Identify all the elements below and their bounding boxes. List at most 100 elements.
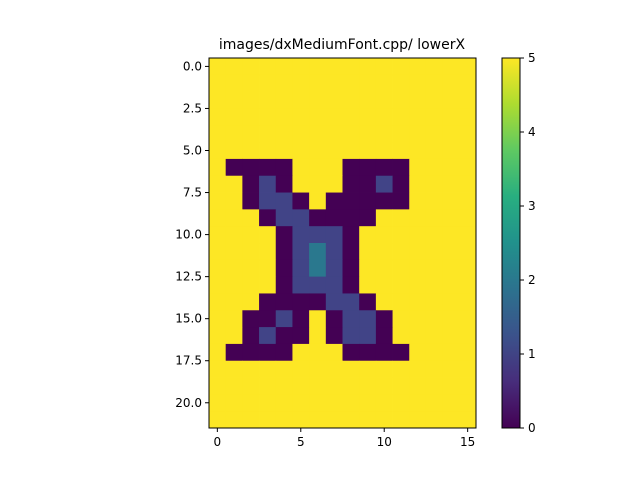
heatmap-cell	[275, 108, 293, 126]
heatmap-cell	[292, 226, 310, 244]
heatmap-cell	[259, 243, 277, 261]
heatmap-cell	[209, 58, 227, 76]
heatmap-cell	[225, 259, 243, 278]
heatmap-cell	[292, 293, 310, 311]
heatmap-cell	[359, 142, 377, 160]
heatmap-cell	[409, 226, 427, 244]
heatmap-cell	[375, 192, 393, 210]
heatmap-cell	[459, 394, 477, 412]
heatmap-cell	[242, 158, 260, 177]
colorbar-tick-label: 2	[528, 273, 536, 287]
heatmap-cell	[325, 125, 343, 143]
heatmap-cell	[292, 310, 310, 328]
colorbar-tick-label: 3	[528, 199, 536, 213]
heatmap-cell	[392, 259, 410, 278]
heatmap-cell	[259, 108, 277, 126]
heatmap-cell	[392, 209, 410, 227]
heatmap-cell	[392, 293, 410, 311]
heatmap-cell	[309, 259, 327, 278]
heatmap-cell	[342, 243, 360, 261]
heatmap-cell	[375, 125, 393, 143]
heatmap-cell	[342, 310, 360, 328]
heatmap-cell	[342, 360, 360, 378]
heatmap-cell	[325, 108, 343, 126]
heatmap-cell	[342, 259, 360, 278]
heatmap-cell	[409, 58, 427, 76]
heatmap-cell	[325, 91, 343, 109]
heatmap-cell	[209, 158, 227, 177]
heatmap-cell	[209, 310, 227, 328]
heatmap-cell	[325, 327, 343, 345]
heatmap-cell	[292, 360, 310, 378]
heatmap-cell	[459, 310, 477, 328]
heatmap-cell	[259, 327, 277, 345]
heatmap-cell	[392, 360, 410, 378]
heatmap-cell	[459, 243, 477, 261]
heatmap-cell	[259, 158, 277, 177]
heatmap-cell	[442, 175, 460, 193]
heatmap-cell	[425, 377, 444, 395]
heatmap-cell	[275, 411, 293, 429]
heatmap-cell	[392, 91, 410, 109]
heatmap-cell	[292, 259, 310, 278]
heatmap-cell	[309, 175, 327, 193]
heatmap-cell	[225, 394, 243, 412]
heatmap-cell	[292, 91, 310, 109]
heatmap-cell	[409, 91, 427, 109]
heatmap-cell	[425, 74, 444, 93]
heatmap-cell	[392, 192, 410, 210]
heatmap-cell	[459, 293, 477, 311]
heatmap-cell	[209, 360, 227, 378]
heatmap-cell	[459, 74, 477, 93]
heatmap-cell	[292, 142, 310, 160]
heatmap-cell	[242, 58, 260, 76]
heatmap-cell	[259, 192, 277, 210]
heatmap-cell	[259, 74, 277, 93]
heatmap-cell	[342, 377, 360, 395]
heatmap-cell	[259, 293, 277, 311]
heatmap-cell	[359, 108, 377, 126]
heatmap-cell	[442, 360, 460, 378]
heatmap-cell	[225, 58, 243, 76]
heatmap-cell	[259, 394, 277, 412]
heatmap-cell	[225, 343, 243, 362]
heatmap-cell	[409, 411, 427, 429]
heatmap-cell	[242, 74, 260, 93]
heatmap-cell	[275, 243, 293, 261]
heatmap-cell	[259, 58, 277, 76]
heatmap-cell	[259, 411, 277, 429]
heatmap-cell	[425, 125, 444, 143]
heatmap-cell	[342, 142, 360, 160]
heatmap-cell	[309, 108, 327, 126]
heatmap-cell	[442, 377, 460, 395]
heatmap-cell	[392, 394, 410, 412]
heatmap-cell	[275, 310, 293, 328]
heatmap-cell	[442, 411, 460, 429]
heatmap-cell	[359, 158, 377, 177]
heatmap-cell	[342, 175, 360, 193]
heatmap-cell	[292, 158, 310, 177]
plot-frame	[208, 57, 477, 429]
heatmap-cell	[309, 411, 327, 429]
heatmap-cell	[325, 142, 343, 160]
heatmap-cell	[392, 276, 410, 294]
heatmap-cell	[359, 226, 377, 244]
x-tick-label: 0	[214, 435, 222, 449]
heatmap-cell	[242, 209, 260, 227]
heatmap-cell	[425, 58, 444, 76]
heatmap-cell	[309, 343, 327, 362]
heatmap-cell	[442, 259, 460, 278]
heatmap-cell	[292, 327, 310, 345]
heatmap-cell	[425, 411, 444, 429]
heatmap-cell	[375, 276, 393, 294]
heatmap-cell	[425, 142, 444, 160]
heatmap-cell	[375, 377, 393, 395]
heatmap-cell	[209, 327, 227, 345]
heatmap-cell	[459, 327, 477, 345]
heatmap-cell	[425, 243, 444, 261]
heatmap-cell	[442, 108, 460, 126]
heatmap-cell	[375, 142, 393, 160]
heatmap-cell	[425, 108, 444, 126]
heatmap-cell	[225, 142, 243, 160]
heatmap-cell	[325, 58, 343, 76]
